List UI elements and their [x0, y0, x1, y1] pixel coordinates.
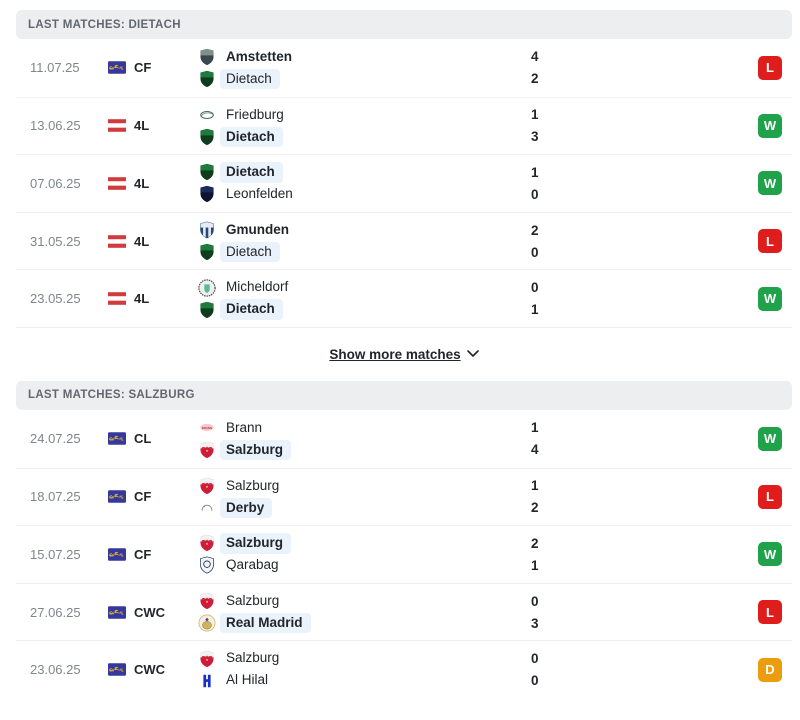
svg-text:BRANN: BRANN — [202, 426, 212, 430]
